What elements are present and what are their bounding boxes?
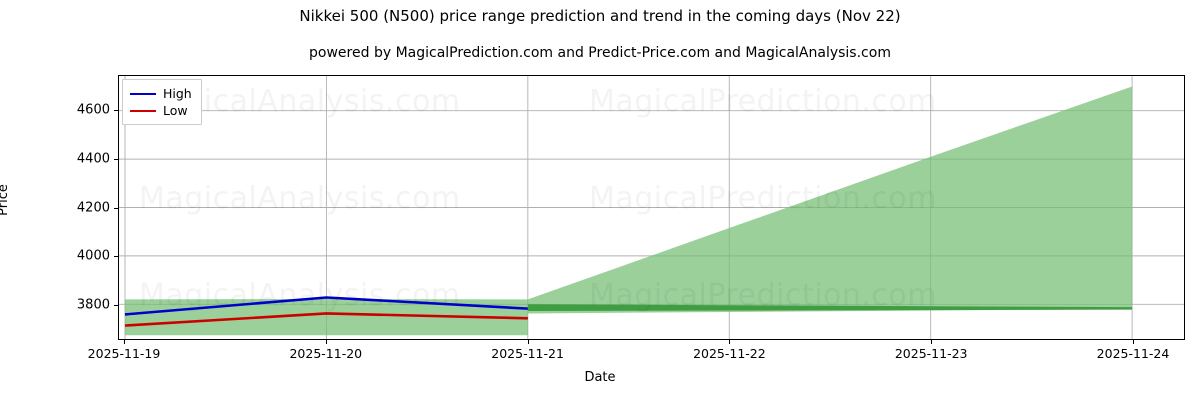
y-tick-label: 4200 <box>76 200 110 215</box>
y-tick-label: 4000 <box>76 248 110 264</box>
x-tick-mark <box>124 340 125 344</box>
legend-swatch-low <box>130 109 156 112</box>
chart-subtitle: powered by MagicalPrediction.com and Pre… <box>309 45 891 61</box>
plot-area: MagicalAnalysis.comMagicalPrediction.com… <box>118 75 1185 340</box>
y-tick-mark <box>114 158 118 160</box>
legend-swatch-high <box>130 92 156 95</box>
chart-title: Nikkei 500 (N500) price range prediction… <box>299 7 901 25</box>
y-tick-label: 4400 <box>76 151 110 167</box>
x-tick-label: 2025-11-23 <box>894 346 968 361</box>
legend-label: Low <box>163 103 188 118</box>
x-tick-label: 2025-11-20 <box>289 346 363 361</box>
y-tick-mark <box>114 256 118 258</box>
y-tick-mark <box>114 110 118 111</box>
x-tick-label: 2025-11-19 <box>87 346 161 361</box>
x-tick-mark <box>729 340 731 344</box>
y-tick-mark <box>114 305 118 306</box>
x-tick-mark <box>527 340 529 344</box>
legend-item-low[interactable]: Low <box>130 102 192 119</box>
band-forecast-cone-outer <box>527 86 1133 314</box>
y-tick-label: 3800 <box>76 297 110 313</box>
legend-label: High <box>163 86 192 101</box>
x-axis-label: Date <box>584 370 616 385</box>
x-tick-label: 2025-11-22 <box>693 346 766 361</box>
x-tick-mark <box>931 340 933 344</box>
x-tick-label: 2025-11-24 <box>1096 346 1170 361</box>
y-axis-ticks: 3800 4000 4200 4400 4600 <box>0 0 110 400</box>
legend-item-high[interactable]: High <box>130 85 192 102</box>
x-tick-mark <box>1133 340 1134 344</box>
band-forecast-trend-band-inner <box>527 304 1133 312</box>
series-line-high <box>124 296 528 316</box>
y-tick-label: 4600 <box>76 102 110 118</box>
chart-legend[interactable]: High Low <box>122 79 202 125</box>
x-tick-mark <box>325 340 327 344</box>
band-historical-range-band <box>124 298 528 336</box>
y-tick-mark <box>114 207 118 209</box>
x-tick-label: 2025-11-21 <box>491 346 564 361</box>
plot-canvas <box>119 76 1184 339</box>
series-line-low <box>124 312 528 327</box>
